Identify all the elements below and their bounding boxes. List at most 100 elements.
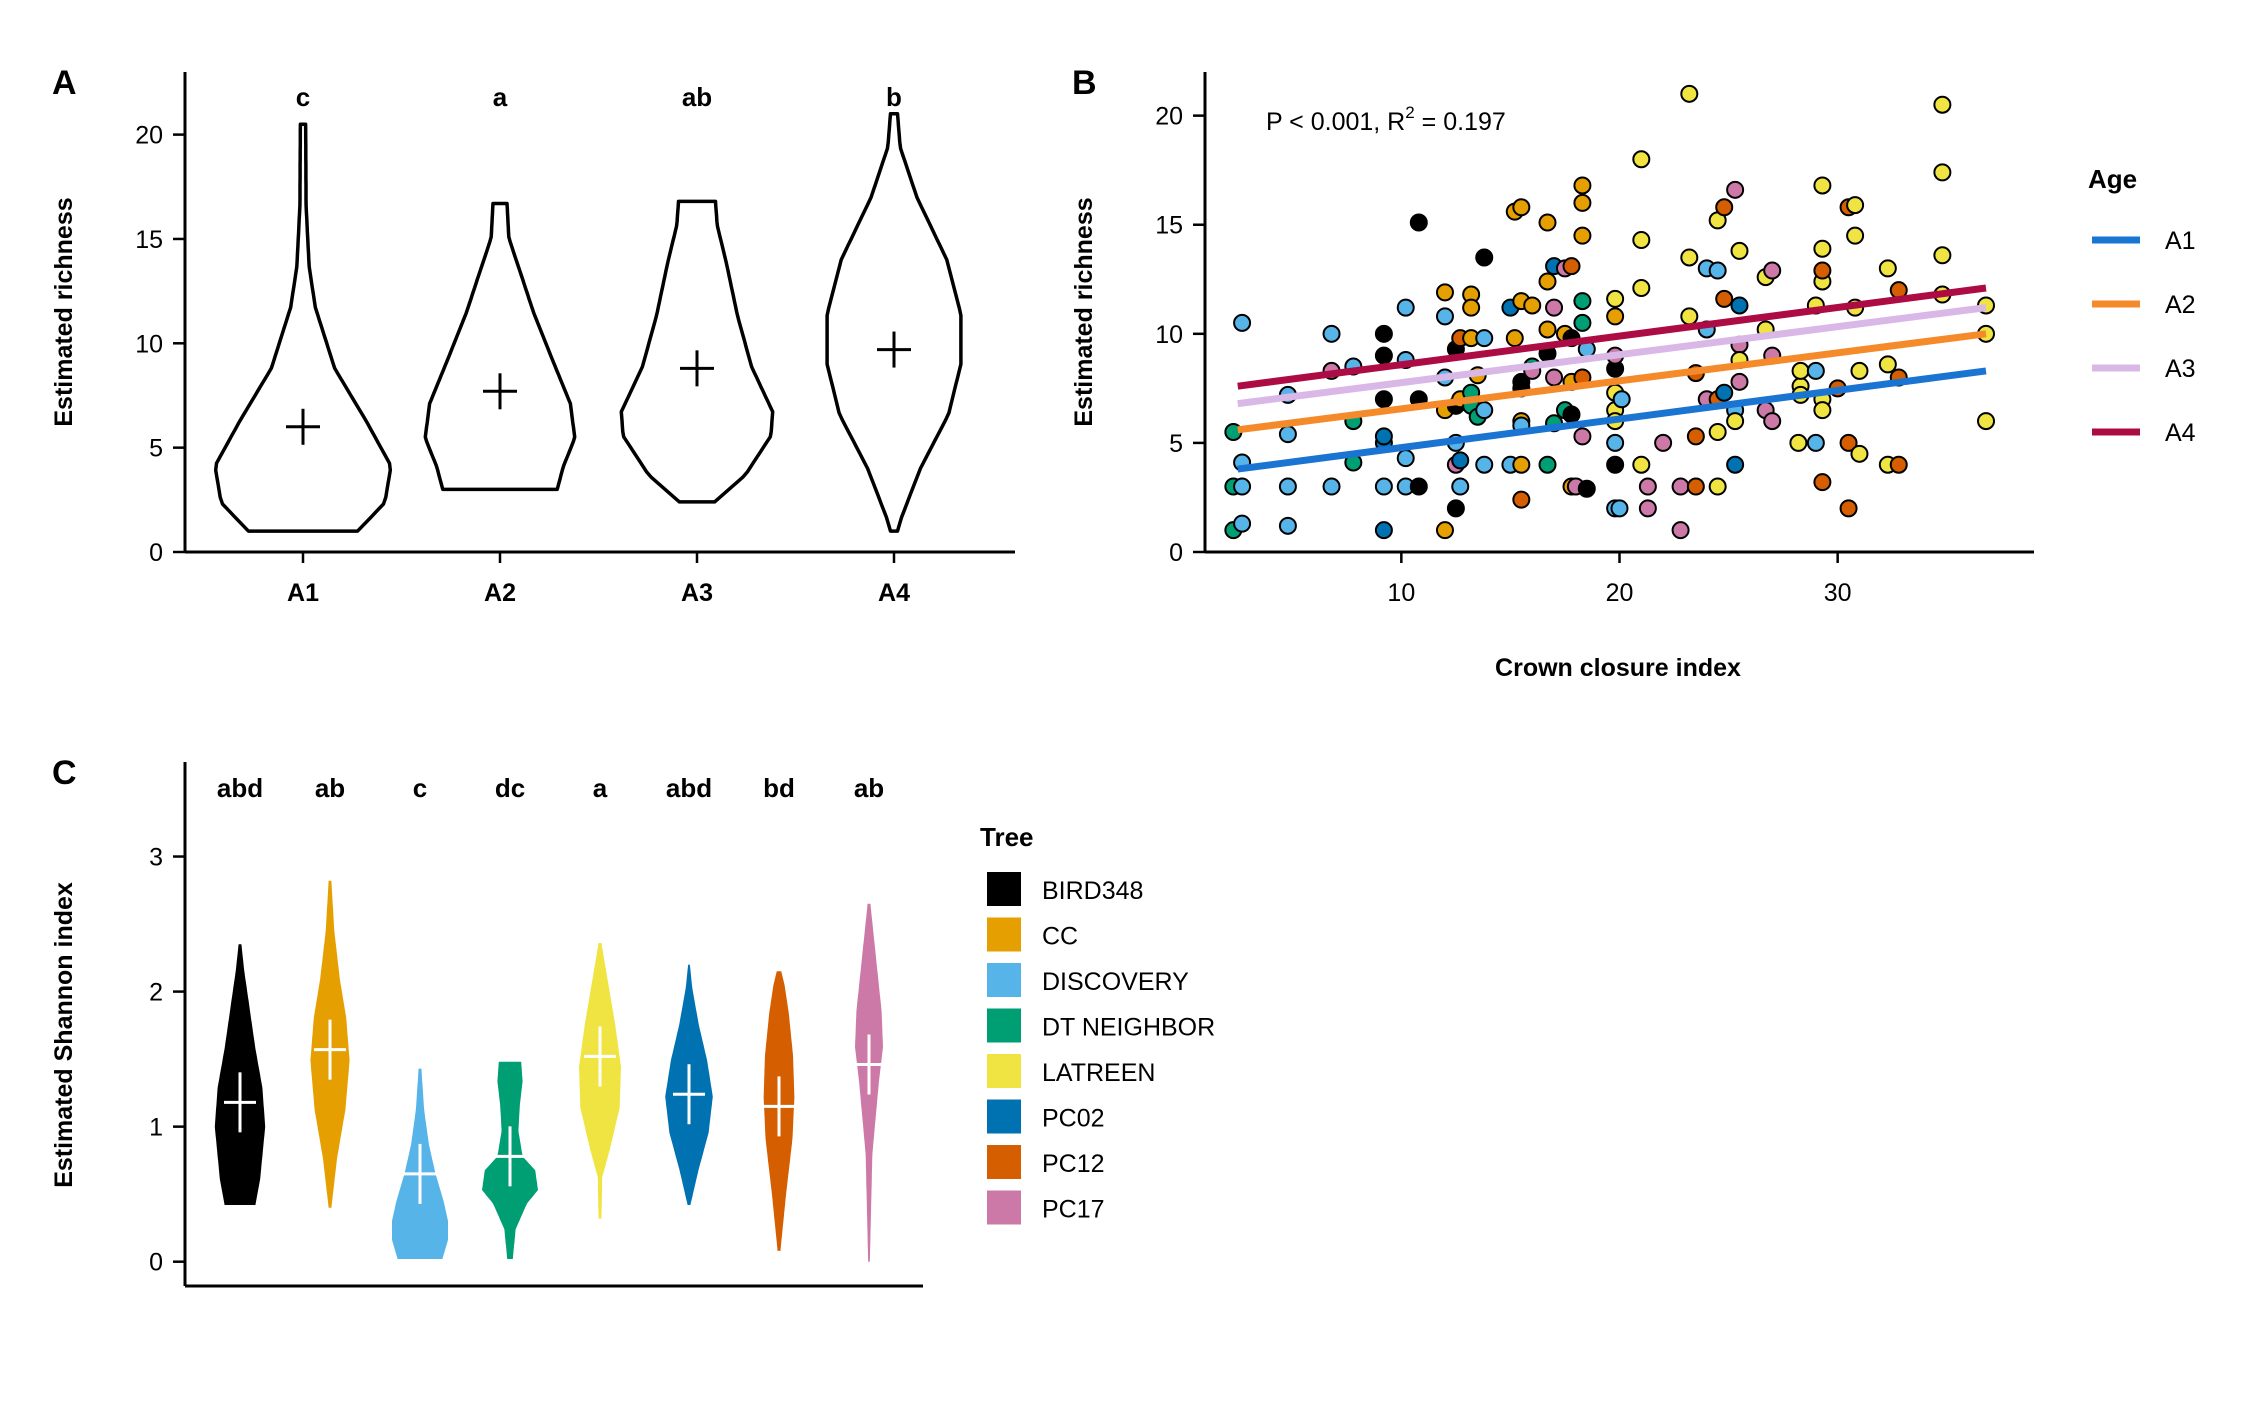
panel-b-point [1933, 246, 1952, 265]
panel-a-xtick-label: A2 [484, 579, 516, 607]
panel-b-point [1435, 283, 1454, 302]
panel-b-point [1671, 521, 1690, 540]
panel-b-point [1409, 477, 1428, 496]
panel-b-point [1726, 455, 1745, 474]
panel-b-point [1610, 499, 1629, 518]
panel-b-legend-label: A1 [2165, 227, 2196, 255]
panel-b-point [1396, 449, 1415, 468]
panel-b-point [1686, 427, 1705, 446]
panel-b-point [1573, 313, 1592, 332]
panel-b-point [1573, 193, 1592, 212]
panel-c-legend-swatch [987, 963, 1021, 997]
panel-b-point [1813, 401, 1832, 420]
panel-b-point [1839, 433, 1858, 452]
panel-a-ylabel: Estimated richness [50, 197, 78, 426]
panel-b-point [1462, 298, 1481, 317]
panel-a-group-letter: a [493, 82, 508, 112]
panel-b-fit-line [1237, 367, 1987, 473]
panel-c-group-letter: bd [763, 773, 795, 803]
panel-b-point [1233, 313, 1252, 332]
panel-b-point [1715, 383, 1734, 402]
panel-b-point [1435, 521, 1454, 540]
panel-b-point [1806, 433, 1825, 452]
panel-b-xtick-label: 30 [1824, 579, 1852, 607]
panel-a-group-letter: ab [682, 82, 712, 112]
panel-b-xlabel: Crown closure index [1495, 654, 1741, 682]
panel-b-point [1850, 444, 1869, 463]
panel-b-point [1850, 361, 1869, 380]
panel-b-point [1451, 477, 1470, 496]
panel-c-legend: Tree BIRD348 CC DISCOVERY DT NEIGHBOR LATREE… [980, 822, 1215, 1225]
panel-b-point [1889, 455, 1908, 474]
panel-b-point [1612, 390, 1631, 409]
panel-b-point [1726, 412, 1745, 431]
panel-b-point [1726, 180, 1745, 199]
panel-b-point [1638, 499, 1657, 518]
panel-b-xtick-label: 10 [1387, 579, 1415, 607]
panel-a-xtick-label: A1 [287, 579, 319, 607]
panel-b-point [1446, 499, 1465, 518]
panel-b-point [1606, 433, 1625, 452]
panel-b-point [1322, 324, 1341, 343]
panel-b-point [1475, 455, 1494, 474]
panel-b-point [1573, 427, 1592, 446]
panel-b-point [1512, 455, 1531, 474]
panel-b-point [1813, 261, 1832, 280]
panel-c-legend-title: Tree [980, 822, 1034, 852]
panel-b-ytick-label: 5 [1169, 430, 1183, 458]
panel-b-point [1278, 477, 1297, 496]
panel-b-xtick-label: 20 [1606, 579, 1634, 607]
panel-b-tag: B [1072, 64, 1097, 102]
panel-c-legend-label: PC17 [1042, 1196, 1105, 1224]
panel-b-ytick-label: 0 [1169, 539, 1183, 567]
panel-b-point [1933, 163, 1952, 182]
panel-a: A 0 5 10 15 20 c A1 a A2 ab A3 b A4 Estimated richne… [50, 64, 1015, 607]
panel-a-group-letter: c [296, 82, 310, 112]
panel-b-point [1606, 289, 1625, 308]
panel-a-violin [423, 201, 577, 492]
panel-b-point [1475, 401, 1494, 420]
panel-b-point [1878, 259, 1897, 278]
panel-b-ytick-label: 20 [1155, 103, 1183, 131]
panel-b-point [1505, 329, 1524, 348]
panel-b-legend-label: A2 [2165, 291, 2196, 319]
panel-b-point [1523, 296, 1542, 315]
panel-b-point [1374, 346, 1393, 365]
panel-b-legend-label: A4 [2165, 419, 2196, 447]
panel-b-point [1632, 231, 1651, 249]
panel-c-group-letter: ab [315, 773, 345, 803]
panel-b-point [1538, 272, 1557, 291]
panel-c-legend-swatch [987, 917, 1021, 952]
panel-b-point [1374, 390, 1393, 409]
panel-a-violin [213, 122, 393, 533]
panel-a-xtick-label: A4 [878, 579, 910, 607]
panel-c-ytick-label: 3 [149, 844, 163, 872]
panel-b-point [1573, 292, 1592, 311]
panel-c-ylabel: Estimated Shannon index [50, 882, 78, 1188]
panel-b-point [1475, 329, 1494, 348]
panel-b-point [1813, 473, 1832, 492]
panel-c-legend-swatch [987, 872, 1021, 906]
panel-a-tag: A [52, 64, 77, 102]
panel-b-point [1715, 289, 1734, 308]
panel-a-ytick-label: 0 [149, 539, 163, 567]
panel-b-point [1789, 433, 1808, 452]
panel-b-point [1730, 296, 1749, 315]
panel-b-point [1813, 176, 1832, 195]
panel-b-point [1538, 213, 1557, 232]
panel-b-point [1562, 257, 1581, 276]
panel-b-point [1562, 405, 1581, 424]
panel-b-legend-label: A3 [2165, 355, 2196, 383]
panel-b-point [1791, 361, 1810, 380]
panel-b-point [1708, 423, 1727, 441]
panel-b-point [1638, 477, 1657, 496]
panel-b-ytick-label: 10 [1155, 321, 1183, 349]
panel-b-point [1730, 241, 1749, 260]
panel-b-point [1878, 355, 1897, 374]
panel-b-point [1573, 226, 1592, 245]
panel-b-point [1846, 226, 1865, 245]
panel-a-ytick-label: 10 [135, 330, 163, 358]
panel-c-ytick-label: 0 [149, 1249, 163, 1277]
panel-c-legend-label: CC [1042, 923, 1078, 951]
panel-b-point [1839, 499, 1858, 518]
